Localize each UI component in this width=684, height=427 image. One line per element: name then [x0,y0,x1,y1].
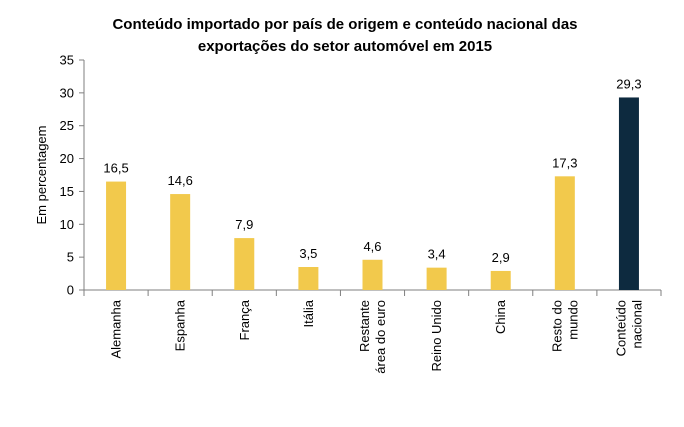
chart-title-line-1: Conteúdo importado por país de origem e … [112,16,578,33]
x-tick-label: Restante [357,300,372,352]
y-tick-label: 20 [60,151,74,166]
bar [170,194,191,290]
data-label: 14,6 [168,173,193,188]
chart-title-line-2: exportações do setor automóvel em 2015 [197,38,493,55]
y-tick-label: 0 [67,283,74,298]
data-label: 16,5 [103,161,128,176]
bar [554,176,575,290]
x-tick-label: Conteúdo [613,300,628,356]
x-tick-label: Resto do [549,300,564,352]
x-tick-label: Reino Unido [429,300,444,372]
chart-title: Conteúdo importado por país de origem e … [40,14,650,58]
y-tick-label: 25 [60,118,74,133]
bar [490,270,511,290]
bar [298,267,319,290]
x-tick-label: Itália [301,299,316,327]
data-label: 17,3 [552,155,577,170]
x-tick-label: Alemanha [109,299,124,358]
bar [106,181,127,290]
y-tick-label: 10 [60,217,74,232]
y-axis-label: Em percentagem [34,126,49,225]
x-tick-label: área do euro [373,300,388,374]
x-tick-label: nacional [629,300,644,349]
data-label: 29,3 [616,76,641,91]
y-tick-label: 15 [60,184,74,199]
y-tick-label: 35 [60,53,74,68]
y-tick-label: 30 [60,85,74,100]
bar [362,259,383,290]
data-label: 7,9 [235,217,253,232]
bar [234,238,255,290]
bar [426,267,447,290]
data-label: 4,6 [363,239,381,254]
x-tick-label: China [493,299,508,334]
bar [618,97,639,290]
data-label: 3,5 [299,246,317,261]
data-label: 2,9 [492,250,510,265]
x-tick-label: Espanha [173,299,188,351]
y-tick-label: 5 [67,250,74,265]
x-tick-label: França [237,299,252,340]
x-tick-label: mundo [565,300,580,340]
data-label: 3,4 [428,247,446,262]
